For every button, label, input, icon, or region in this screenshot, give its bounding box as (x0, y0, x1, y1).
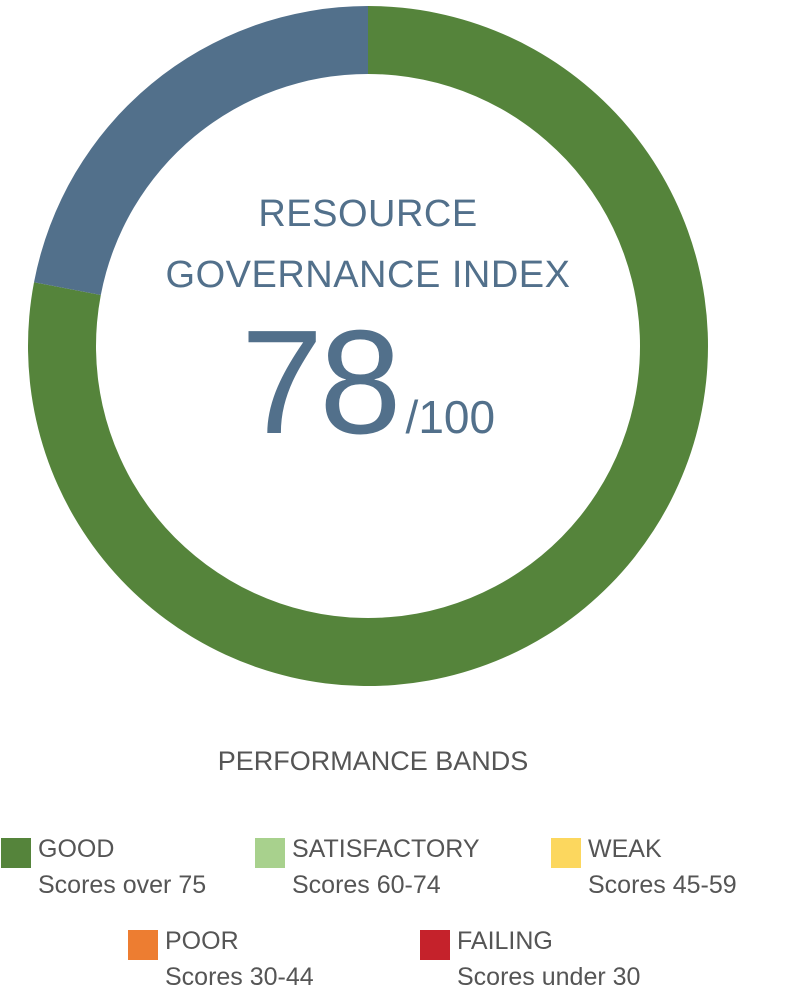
score-display: 78/100 (168, 308, 568, 458)
index-title-line-2: GOVERNANCE INDEX (165, 254, 571, 296)
index-title-line-1: RESOURCE (258, 193, 478, 235)
legend-range-weak: Scores 45-59 (588, 871, 737, 899)
legend-label-weak: WEAK (588, 835, 662, 863)
score-value: 78 (240, 300, 402, 465)
legend-title: PERFORMANCE BANDS (217, 746, 529, 776)
legend-label-poor: POOR (165, 927, 239, 955)
legend-swatch-weak (551, 838, 581, 868)
legend-range-satisfactory: Scores 60-74 (292, 871, 441, 899)
donut-chart (28, 6, 709, 687)
legend-swatch-good (1, 838, 31, 868)
legend-range-good: Scores over 75 (38, 871, 207, 899)
score-max: /100 (405, 391, 496, 443)
legend-swatch-failing (420, 930, 450, 960)
legend-label-failing: FAILING (457, 927, 553, 955)
legend-range-failing: Scores under 30 (457, 963, 641, 991)
legend-range-poor: Scores 30-44 (165, 963, 314, 991)
remainder-arc (34, 6, 368, 296)
legend-label-satisfactory: SATISFACTORY (292, 835, 480, 863)
legend-swatch-poor (128, 930, 158, 960)
legend-swatch-satisfactory (255, 838, 285, 868)
legend-label-good: GOOD (38, 835, 115, 863)
